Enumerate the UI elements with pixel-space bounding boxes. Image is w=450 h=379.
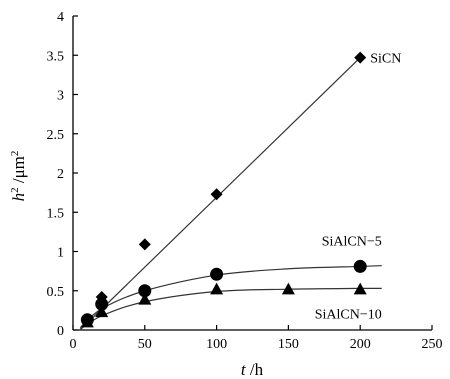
x-tick-label: 200 [350, 337, 371, 352]
y-axis-title: h2 /μm2 [9, 151, 28, 202]
data-point-diamond [211, 188, 223, 200]
series-labels: SiCN SiAlCN−5 SiAlCN−10 [315, 52, 402, 323]
x-tick-label: 150 [278, 337, 299, 352]
y-tick-label: 0.5 [47, 285, 65, 300]
x-tick-label: 100 [206, 337, 227, 352]
x-axis-title: t /h [241, 360, 264, 379]
data-point-triangle [210, 283, 223, 295]
y-tick-label: 2 [57, 167, 64, 182]
data-point-circle [210, 268, 223, 281]
fit-lines [80, 58, 382, 330]
data-point-diamond [139, 238, 151, 250]
x-axis-unit: /h [246, 360, 264, 379]
series-label-circle: SiAlCN−5 [322, 235, 382, 250]
data-point-circle [354, 260, 367, 273]
y-tick-label: 3 [57, 89, 64, 104]
y-tick-label: 2.5 [47, 128, 65, 143]
series-label-diamond: SiCN [370, 52, 401, 67]
y-tick-label: 4 [57, 10, 64, 25]
y-axis-unit-exponent: 2 [9, 151, 21, 157]
y-tick-label: 1.5 [47, 206, 65, 221]
x-tick-label: 250 [422, 337, 443, 352]
y-tick-label: 0 [57, 324, 64, 339]
x-tick-label: 50 [138, 337, 152, 352]
series-label-triangle: SiAlCN−10 [315, 307, 382, 322]
y-tick-label: 3.5 [47, 49, 65, 64]
y-axis-unit: /μm [9, 156, 28, 187]
y-axis-variable: h [9, 193, 28, 202]
x-axis-ticks: 0 50 100 150 200 250 [70, 325, 443, 352]
x-tick-label: 0 [70, 337, 77, 352]
y-tick-label: 1 [57, 246, 64, 261]
